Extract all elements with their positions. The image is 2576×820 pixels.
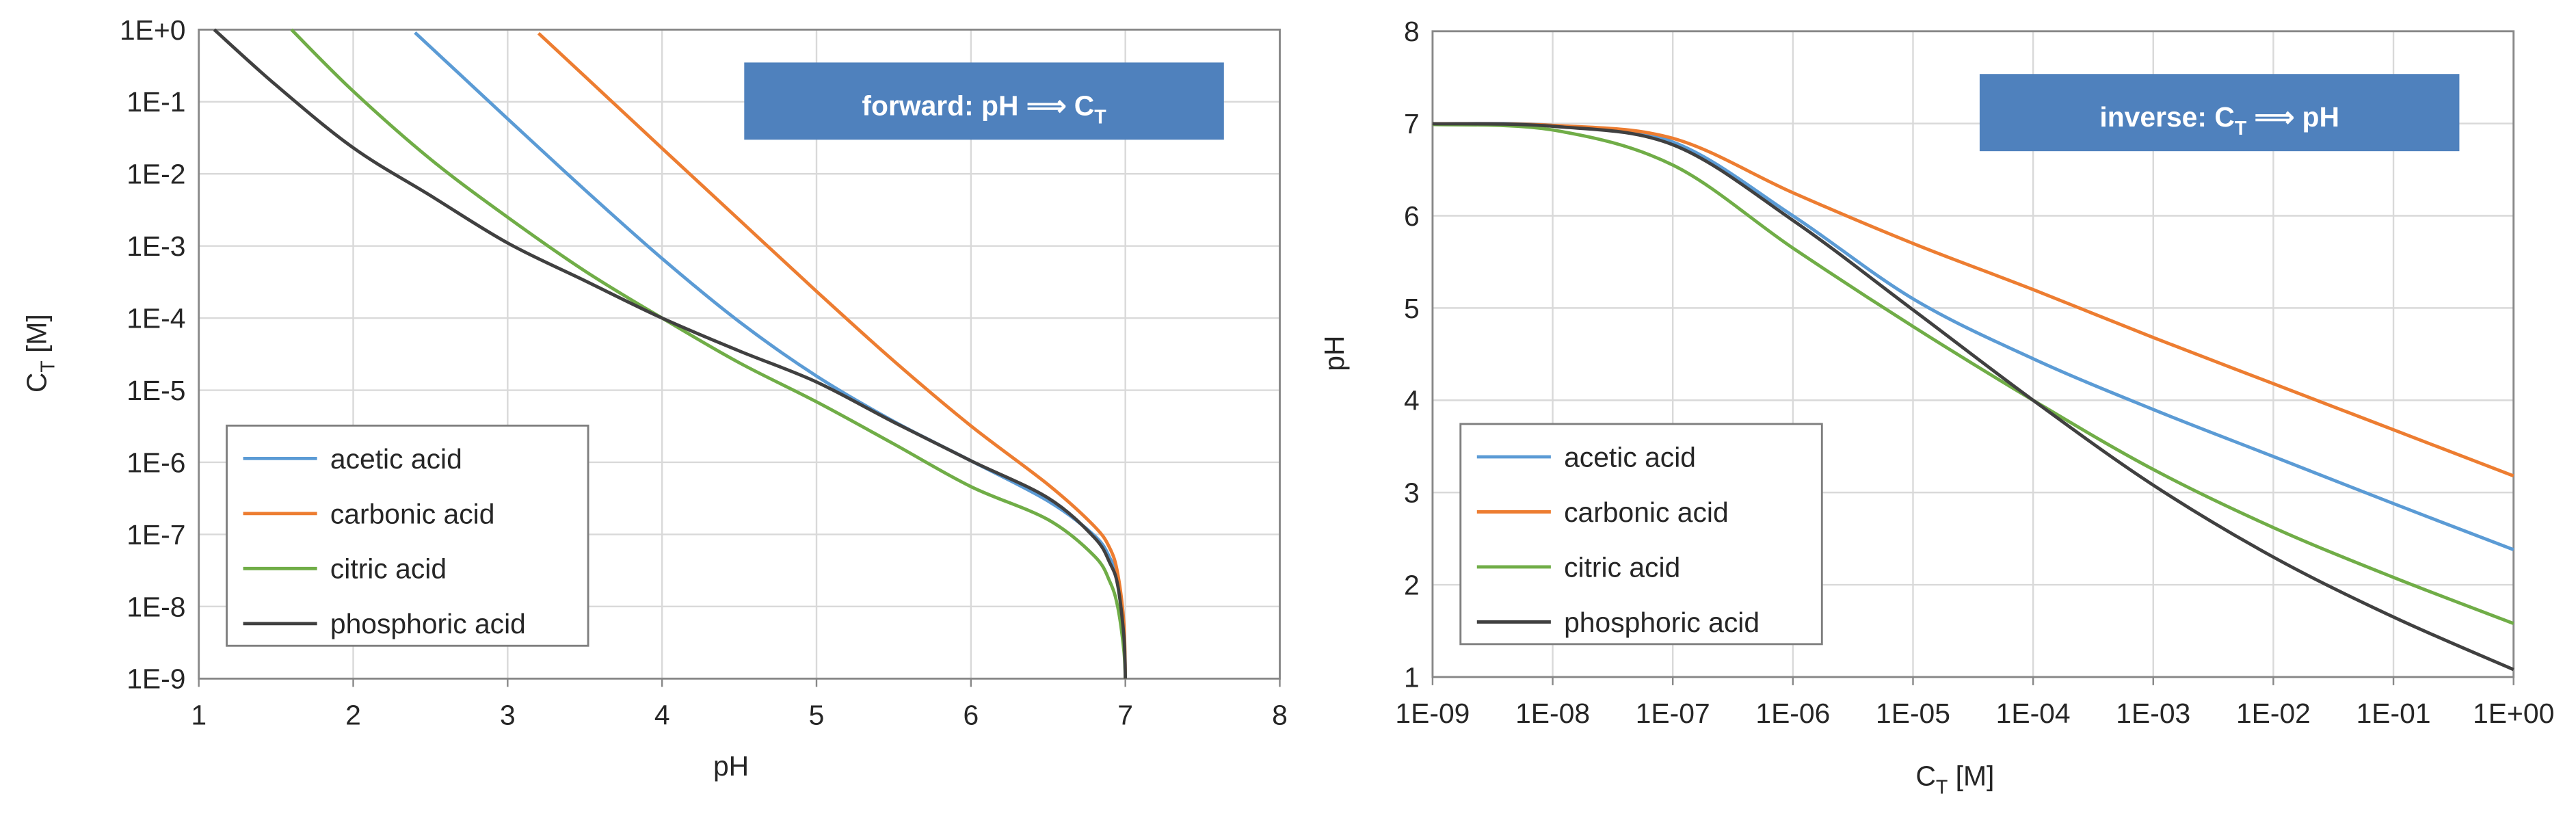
x-tick-label: 1E-04: [1996, 698, 2071, 729]
annotation-box: [1979, 74, 2460, 152]
y-tick-label: 1E-2: [127, 159, 185, 190]
x-axis-label-main: pH: [713, 750, 749, 782]
legend-label: carbonic acid: [330, 498, 495, 529]
y-tick-label: 2: [1404, 569, 1420, 600]
y-axis-label: CT [M]: [21, 314, 59, 393]
legend-label: citric acid: [1564, 551, 1680, 583]
y-tick-label: 8: [1404, 16, 1420, 47]
y-tick-label: 1E-6: [127, 447, 185, 478]
legend-label: acetic acid: [330, 443, 462, 475]
y-axis-label-rest: [M]: [21, 314, 52, 360]
legend-label: citric acid: [330, 553, 447, 585]
legend-box: [226, 424, 589, 647]
y-tick-label: 1: [1404, 661, 1420, 693]
annotation-text-main: forward: pH ⟹ C: [862, 90, 1094, 121]
x-tick-label: 4: [654, 700, 670, 731]
y-tick-label: 6: [1404, 200, 1420, 232]
series-line: [1432, 122, 2514, 478]
y-axis-label: pH: [1318, 336, 1350, 371]
x-tick-label: 5: [809, 700, 825, 731]
y-tick-label: 7: [1404, 108, 1420, 140]
x-tick-label: 1E-01: [2356, 698, 2431, 729]
legend-label: acetic acid: [1564, 441, 1696, 473]
y-tick-label: 1E+0: [120, 14, 186, 46]
annotation-text-main: inverse: C: [2099, 101, 2234, 133]
y-tick-label: 1E-4: [127, 303, 185, 334]
x-tick-label: 1: [191, 700, 207, 731]
annotation-text-sub: T: [2235, 118, 2247, 140]
x-tick-label: 1E-02: [2236, 698, 2311, 729]
y-tick-label: 1E-7: [127, 519, 185, 551]
x-axis-label: pH: [713, 750, 749, 782]
series-line: [1432, 122, 2514, 672]
y-axis-label-sub: T: [37, 360, 59, 372]
x-tick-label: 1E-06: [1755, 698, 1830, 729]
legend-label: phosphoric acid: [330, 608, 526, 639]
annotation-text: inverse: CT ⟹ pH: [2099, 101, 2339, 140]
y-tick-label: 4: [1404, 385, 1420, 416]
annotation-text-rest: ⟹ pH: [2246, 101, 2339, 133]
x-tick-label: 3: [500, 700, 516, 731]
x-tick-label: 7: [1117, 700, 1133, 731]
y-tick-label: 1E-1: [127, 86, 185, 118]
series-line: [213, 28, 1128, 679]
y-tick-label: 1E-5: [127, 375, 185, 406]
x-tick-label: 2: [345, 700, 361, 731]
plot-frame: [1431, 30, 2515, 678]
annotation-box: [744, 62, 1224, 140]
series-line: [414, 31, 1128, 679]
series-line: [537, 31, 1128, 679]
x-axis-label-main: C: [1915, 760, 1936, 791]
y-axis-label-main: C: [21, 373, 52, 393]
y-tick-label: 1E-3: [127, 230, 185, 262]
legend-box: [1459, 423, 1823, 646]
x-axis-label-rest: [M]: [1948, 760, 1994, 791]
annotation-text: forward: pH ⟹ CT: [862, 90, 1106, 128]
x-tick-label: 1E-09: [1395, 698, 1470, 729]
legend-label: carbonic acid: [1564, 497, 1729, 528]
legend-label: phosphoric acid: [1564, 607, 1760, 638]
x-axis-label: CT [M]: [1915, 760, 1994, 798]
y-tick-label: 3: [1404, 477, 1420, 509]
y-axis-label-main: pH: [1318, 336, 1350, 371]
annotation-text-sub: T: [1094, 106, 1106, 128]
x-axis-label-sub: T: [1936, 776, 1948, 798]
x-tick-label: 6: [963, 700, 979, 731]
plot-frame: [198, 28, 1281, 680]
x-tick-label: 1E-08: [1515, 698, 1590, 729]
x-tick-label: 1E-07: [1636, 698, 1710, 729]
x-tick-label: 1E-03: [2116, 698, 2190, 729]
x-tick-label: 1E+00: [2473, 698, 2554, 729]
y-tick-label: 5: [1404, 293, 1420, 324]
series-line: [1432, 122, 2514, 625]
x-tick-label: 1E-05: [1876, 698, 1950, 729]
series-line: [290, 28, 1128, 679]
y-tick-label: 1E-8: [127, 591, 185, 622]
x-tick-label: 8: [1272, 700, 1288, 731]
y-tick-label: 1E-9: [127, 663, 185, 695]
